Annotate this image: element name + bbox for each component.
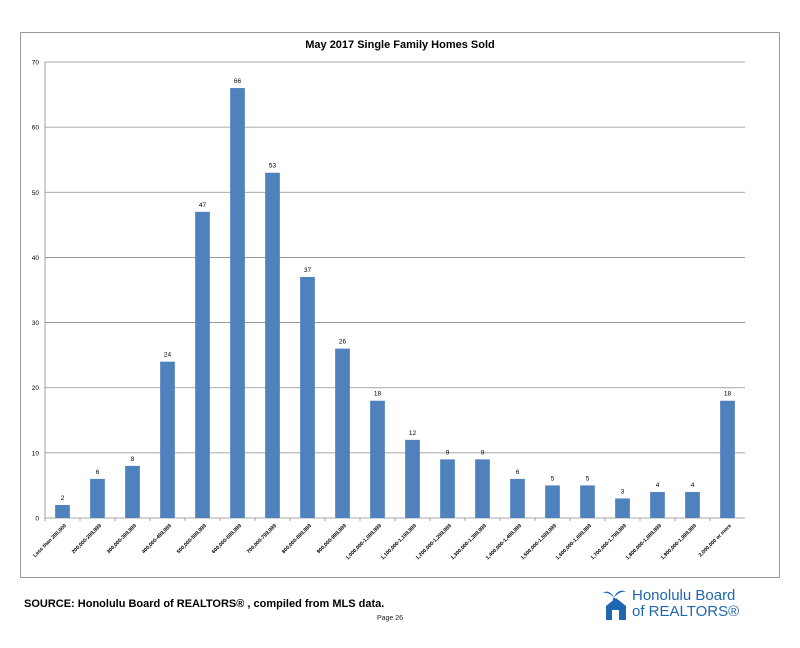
x-tick-label: 1,300,000-1,399,999 bbox=[450, 523, 488, 561]
bar bbox=[615, 498, 630, 518]
honolulu-board-logo: Honolulu Board of REALTORS® bbox=[602, 588, 762, 624]
x-tick-label: 1,500,000-1,599,999 bbox=[520, 523, 558, 561]
bar bbox=[370, 400, 385, 518]
data-label: 9 bbox=[446, 449, 450, 456]
x-tick-label: 700,000-799,999 bbox=[246, 523, 278, 555]
bar bbox=[195, 211, 210, 519]
data-label: 3 bbox=[621, 488, 625, 495]
bar bbox=[265, 172, 280, 518]
bar bbox=[335, 348, 350, 518]
data-label: 47 bbox=[199, 202, 207, 209]
x-tick-label: 200,000-299,999 bbox=[71, 523, 103, 555]
chart-frame bbox=[20, 32, 780, 578]
bar bbox=[440, 459, 455, 518]
x-tick-label: 400,000-499,999 bbox=[141, 523, 173, 555]
bar bbox=[90, 478, 105, 518]
bar bbox=[650, 491, 665, 518]
y-tick-label: 40 bbox=[32, 255, 40, 262]
data-label: 4 bbox=[691, 482, 695, 489]
x-tick-label: 800,000-899,999 bbox=[281, 523, 313, 555]
data-label: 18 bbox=[374, 391, 382, 398]
x-tick-label: 2,000,000 or more bbox=[698, 523, 733, 558]
data-label: 9 bbox=[481, 449, 485, 456]
data-label: 6 bbox=[96, 469, 100, 476]
bar bbox=[55, 504, 70, 518]
data-label: 8 bbox=[131, 456, 135, 463]
data-label: 2 bbox=[61, 495, 65, 502]
x-tick-label: 1,100,000-1,199,999 bbox=[380, 523, 418, 561]
bar bbox=[475, 459, 490, 518]
x-tick-label: 500,000-599,999 bbox=[176, 523, 208, 555]
y-tick-label: 20 bbox=[32, 385, 40, 392]
x-tick-label: 1,200,000-1,299,999 bbox=[415, 523, 453, 561]
data-label: 37 bbox=[304, 267, 312, 274]
x-tick-label: 1,900,000-1,999,999 bbox=[660, 523, 698, 561]
bar bbox=[545, 485, 560, 518]
y-tick-label: 0 bbox=[35, 516, 39, 523]
bar bbox=[125, 465, 140, 518]
data-label: 53 bbox=[269, 163, 277, 170]
x-tick-label: 300,000-399,999 bbox=[106, 523, 138, 555]
bar bbox=[720, 400, 735, 518]
y-tick-label: 10 bbox=[32, 450, 40, 457]
bar bbox=[160, 361, 175, 518]
chart-title: May 2017 Single Family Homes Sold bbox=[305, 39, 495, 51]
logo-line-2: of REALTORS® bbox=[632, 603, 740, 620]
data-label: 5 bbox=[551, 475, 555, 482]
x-tick-label: 1,800,000-1,899,999 bbox=[625, 523, 663, 561]
bar bbox=[580, 485, 595, 518]
x-tick-label: 1,700,000-1,799,999 bbox=[590, 523, 628, 561]
x-tick-label: 1,000,000-1,099,999 bbox=[345, 523, 383, 561]
data-label: 6 bbox=[516, 469, 520, 476]
bar bbox=[230, 88, 245, 519]
logo-line-1: Honolulu Board bbox=[632, 587, 736, 604]
bar bbox=[685, 491, 700, 518]
y-tick-label: 70 bbox=[32, 60, 40, 67]
page-number: Page 26 bbox=[376, 615, 404, 622]
data-label: 66 bbox=[234, 78, 242, 85]
bar bbox=[510, 478, 525, 518]
data-label: 26 bbox=[339, 339, 347, 346]
palm-house-icon bbox=[603, 590, 626, 620]
y-tick-label: 50 bbox=[32, 190, 40, 197]
x-tick-label: 900,000-999,999 bbox=[316, 523, 348, 555]
y-tick-label: 30 bbox=[32, 320, 40, 327]
bar bbox=[405, 439, 420, 518]
source-note: SOURCE: Honolulu Board of REALTORS® , co… bbox=[24, 598, 385, 610]
data-label: 24 bbox=[164, 352, 172, 359]
x-tick-label: 1,400,000-1,499,999 bbox=[485, 523, 523, 561]
data-label: 4 bbox=[656, 482, 660, 489]
data-label: 18 bbox=[724, 391, 732, 398]
x-tick-label: Less than 200,000 bbox=[32, 523, 68, 559]
data-label: 12 bbox=[409, 430, 417, 437]
bar bbox=[300, 276, 315, 518]
x-tick-label: 1,600,000-1,699,999 bbox=[555, 523, 593, 561]
x-tick-label: 600,000-699,999 bbox=[211, 523, 243, 555]
data-label: 5 bbox=[586, 475, 590, 482]
y-tick-label: 60 bbox=[32, 125, 40, 132]
